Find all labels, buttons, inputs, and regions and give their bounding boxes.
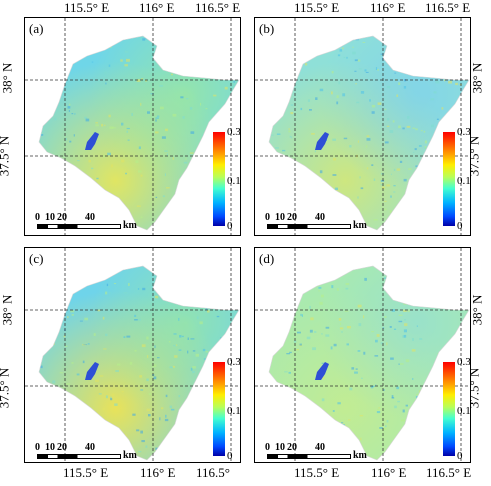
colorbar-tick-label: 0.30 xyxy=(457,356,471,368)
panel-tag: (d) xyxy=(259,251,275,266)
map-region xyxy=(269,36,469,230)
scale-bar-label: 40 xyxy=(315,442,325,453)
scale-bar-unit: km xyxy=(123,220,137,231)
map-region xyxy=(39,36,239,230)
lat-label-left-bot-2: 37.5° N xyxy=(0,368,12,409)
scale-bar-label: 10 xyxy=(45,442,55,453)
lon-label-bottom-1: 115.5° E xyxy=(63,465,109,480)
scale-bar-label: 10 xyxy=(275,442,285,453)
lon-label-bottom-3: 116.5° xyxy=(196,465,230,480)
lon-label-bottom-6: 116.5° E xyxy=(426,465,472,480)
scale-bar xyxy=(267,454,351,459)
colorbar xyxy=(213,362,225,456)
colorbar-tick-label: 0 xyxy=(227,220,233,232)
panel-tag: (c) xyxy=(29,251,44,266)
colorbar-tick-label: 0.15 xyxy=(457,175,471,187)
lon-label-top-3: 116.5° E xyxy=(195,0,241,15)
scale-bar-unit: km xyxy=(123,450,137,461)
scale-bar-label: 40 xyxy=(85,442,95,453)
lat-label-right-top-1: 38° N xyxy=(469,62,485,94)
scale-bar-label: 20 xyxy=(287,212,297,223)
lon-label-top-2: 116° E xyxy=(139,0,175,15)
map-svg xyxy=(255,248,470,462)
scale-bar xyxy=(267,224,351,229)
scale-bar-label: 40 xyxy=(85,212,95,223)
scale-bar-label: 0 xyxy=(265,442,270,453)
colorbar-tick-label: 0.30 xyxy=(457,126,471,138)
scale-bar-unit: km xyxy=(353,450,367,461)
colorbar-tick-label: 0.30 xyxy=(227,126,241,138)
scale-bar-label: 0 xyxy=(35,442,40,453)
map-svg xyxy=(25,248,240,462)
scale-bar-label: 40 xyxy=(315,212,325,223)
colorbar xyxy=(443,132,455,226)
scale-bar-label: 0 xyxy=(35,212,40,223)
scale-bar-label: 20 xyxy=(287,442,297,453)
colorbar-tick-label: 0.15 xyxy=(227,405,241,417)
scale-bar-label: 20 xyxy=(57,442,67,453)
colorbar-tick-label: 0 xyxy=(227,450,233,462)
colorbar-tick-label: 0 xyxy=(457,450,463,462)
lon-label-bottom-2: 116° E xyxy=(140,465,176,480)
scale-bar-unit: km xyxy=(353,220,367,231)
lake-feature xyxy=(315,132,329,150)
panel-tag: (b) xyxy=(259,21,275,36)
panel-tag: (a) xyxy=(29,21,44,36)
lat-label-left-bot-1: 38° N xyxy=(0,294,15,326)
lake-feature xyxy=(85,362,99,380)
scale-bar-label: 0 xyxy=(265,212,270,223)
map-svg xyxy=(25,18,240,235)
lon-label-top-6: 116.5° E xyxy=(425,0,471,15)
lat-label-left-top-1: 38° N xyxy=(0,62,15,94)
lon-label-bottom-4: 115.5° E xyxy=(294,465,340,480)
colorbar xyxy=(443,362,455,456)
scale-bar-label: 10 xyxy=(45,212,55,223)
lon-label-top-1: 115.5° E xyxy=(64,0,110,15)
lon-label-top-5: 116° E xyxy=(370,0,406,15)
lat-label-left-top-2: 37.5° N xyxy=(0,136,12,177)
map-svg xyxy=(255,18,470,235)
colorbar-tick-label: 0.30 xyxy=(227,356,241,368)
lake-feature xyxy=(315,362,329,380)
colorbar xyxy=(213,132,225,226)
colorbar-tick-label: 0.15 xyxy=(457,405,471,417)
scale-bar-label: 10 xyxy=(275,212,285,223)
scale-bar-label: 20 xyxy=(57,212,67,223)
lon-label-bottom-5: 116° E xyxy=(371,465,407,480)
colorbar-tick-label: 0.15 xyxy=(227,175,241,187)
scale-bar xyxy=(37,454,121,459)
lake-feature xyxy=(85,132,99,150)
colorbar-tick-label: 0 xyxy=(457,220,463,232)
lon-label-top-4: 115.5° E xyxy=(294,0,340,15)
scale-bar xyxy=(37,224,121,229)
lat-label-right-bot-1: 38° N xyxy=(469,294,485,326)
